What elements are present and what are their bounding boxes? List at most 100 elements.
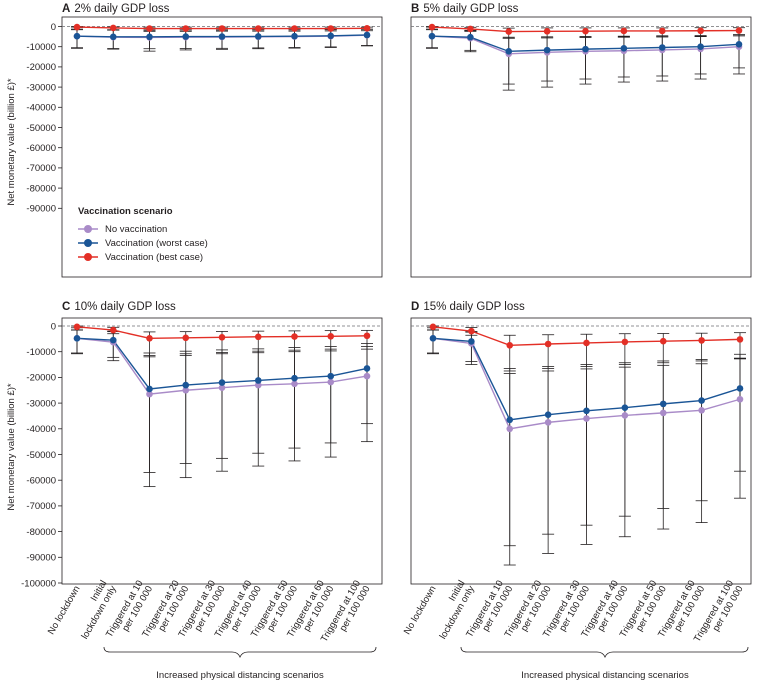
panel-c-y-tick-label-6: -60000 bbox=[26, 476, 56, 487]
panel-a-point-vaccination-best-case-4 bbox=[218, 25, 226, 32]
panel-d-point-vaccination-best-case-8 bbox=[736, 336, 744, 343]
panel-b-point-vaccination-best-case-4 bbox=[582, 27, 589, 35]
panel-d-point-no-vaccination-7 bbox=[698, 406, 705, 414]
panel-d-errorbar-vaccination-worst-case-3 bbox=[542, 366, 555, 535]
panel-d-point-vaccination-best-case-6 bbox=[659, 337, 667, 345]
panel-a-point-vaccination-worst-case-4 bbox=[218, 33, 226, 40]
panel-c-point-vaccination-worst-case-0 bbox=[73, 335, 81, 342]
panel-a-y-tick-label-2: -20000 bbox=[26, 62, 56, 73]
panel-d-errorbar-vaccination-worst-case-6 bbox=[657, 360, 670, 509]
panel-d: D 15% daily GDP loss No lockdown Initiallo… bbox=[402, 301, 752, 681]
panel-a-y-tick-label-8: -80000 bbox=[26, 183, 56, 194]
panel-b-point-vaccination-worst-case-6 bbox=[658, 44, 666, 51]
panel-b-point-vaccination-best-case-7 bbox=[697, 27, 704, 35]
panel-c-point-vaccination-best-case-6 bbox=[291, 333, 298, 340]
panel-d-point-no-vaccination-6 bbox=[659, 409, 667, 417]
panel-a-y-tick-label-7: -70000 bbox=[26, 163, 56, 174]
panel-b-title: 5% daily GDP loss bbox=[423, 3, 518, 15]
panel-c-errorbar-vaccination-worst-case-2 bbox=[143, 352, 156, 473]
panel-a-point-vaccination-best-case-1 bbox=[109, 24, 117, 32]
panel-c-y-tick-label-7: -70000 bbox=[26, 501, 56, 512]
panel-c-point-no-vaccination-5 bbox=[254, 381, 262, 389]
panel-c-y-tick-label-8: -80000 bbox=[26, 527, 56, 538]
panel-d-point-no-vaccination-5 bbox=[621, 412, 629, 419]
panel-b-point-vaccination-worst-case-1 bbox=[467, 33, 474, 41]
panel-a-point-vaccination-best-case-7 bbox=[327, 25, 335, 32]
panel-c-point-vaccination-worst-case-2 bbox=[146, 385, 153, 393]
panel-c-bracket-label: Increased physical distancing scenarios bbox=[156, 670, 324, 681]
panel-c-y-tick-label-0: 0 bbox=[51, 321, 56, 332]
panel-d-errorbar-vaccination-best-case-6 bbox=[657, 333, 670, 364]
panel-c-y-tick-label-1: -10000 bbox=[26, 347, 56, 358]
panel-d-point-no-vaccination-3 bbox=[544, 419, 552, 426]
panel-a-y-ticks: 0 -10000 -20000 -30000 -40000 -50000 -60000 -70… bbox=[26, 22, 62, 215]
panel-c-point-no-vaccination-2 bbox=[146, 390, 153, 398]
panel-c-errorbar-vaccination-worst-case-8 bbox=[361, 343, 373, 425]
panel-d-errorbar-vaccination-worst-case-7 bbox=[695, 359, 708, 502]
panel-c-point-vaccination-worst-case-7 bbox=[327, 372, 335, 380]
panel-a: A 2% daily GDP loss 0 -10000 -20000 -30000 -4… bbox=[26, 3, 383, 278]
panel-a-y-tick-label-3: -30000 bbox=[26, 82, 56, 93]
panel-c-y-tick-label-3: -30000 bbox=[26, 398, 56, 409]
panel-d-point-no-vaccination-2 bbox=[506, 425, 514, 433]
panel-a-y-tick-label-4: -40000 bbox=[26, 103, 56, 114]
panel-c-y-tick-label-9: -90000 bbox=[26, 553, 56, 564]
panel-d-x-ticks: No lockdown Initiallockdown onlyTriggered… bbox=[402, 579, 746, 645]
panel-c-y-ticks: 0 -10000 -20000 -30000 -40000 -50000 -60000 -70… bbox=[21, 321, 62, 589]
panel-a-point-vaccination-worst-case-3 bbox=[182, 33, 190, 40]
panel-c-point-vaccination-best-case-1 bbox=[109, 326, 117, 334]
panel-c-y-tick-label-5: -50000 bbox=[26, 450, 56, 461]
legend-entry-best-case: Vaccination (best case) bbox=[78, 252, 203, 263]
panel-d-point-vaccination-worst-case-1 bbox=[468, 338, 475, 345]
panel-b: B 5% daily GDP loss bbox=[410, 3, 752, 278]
panel-d-point-vaccination-worst-case-5 bbox=[621, 404, 629, 412]
panel-c-frame bbox=[61, 317, 383, 585]
legend-title: Vaccination scenario bbox=[78, 206, 173, 217]
panel-c: C 10% daily GDP loss 0 -10000 -20000 -30000 -… bbox=[21, 301, 383, 681]
y-axis-label-top: Net monetary value (billion £)* bbox=[6, 78, 17, 206]
panel-c-errorbar-vaccination-worst-case-5 bbox=[252, 348, 265, 454]
panel-d-point-vaccination-worst-case-0 bbox=[429, 335, 437, 342]
panel-c-point-vaccination-best-case-0 bbox=[73, 323, 81, 331]
panel-b-point-vaccination-worst-case-5 bbox=[620, 45, 628, 52]
legend-swatch-marker-best-case bbox=[84, 253, 92, 261]
legend: Vaccination scenario No vaccination Vacc… bbox=[78, 206, 208, 263]
panel-c-point-vaccination-worst-case-3 bbox=[182, 381, 190, 389]
legend-label-no-vaccination: No vaccination bbox=[105, 224, 167, 235]
panel-b-point-vaccination-best-case-5 bbox=[620, 27, 628, 35]
panel-c-point-vaccination-worst-case-4 bbox=[218, 379, 226, 386]
panel-b-point-vaccination-best-case-0 bbox=[428, 23, 436, 31]
legend-label-best-case: Vaccination (best case) bbox=[105, 252, 203, 263]
panel-d-errorbar-vaccination-worst-case-4 bbox=[580, 364, 593, 526]
panel-b-series bbox=[426, 23, 745, 91]
panel-b-point-vaccination-best-case-2 bbox=[505, 28, 513, 35]
panel-c-errorbar-vaccination-worst-case-4 bbox=[216, 349, 228, 459]
panel-d-point-vaccination-best-case-5 bbox=[621, 338, 629, 346]
panel-c-errorbar-vaccination-worst-case-6 bbox=[288, 347, 301, 449]
panel-c-y-tick-label-2: -20000 bbox=[26, 373, 56, 384]
panel-d-errorbar-vaccination-best-case-4 bbox=[580, 333, 593, 368]
panel-a-y-tick-label-9: -90000 bbox=[26, 204, 56, 215]
panel-b-frame bbox=[410, 16, 752, 278]
panel-c-point-vaccination-best-case-7 bbox=[327, 332, 335, 340]
panel-d-point-vaccination-best-case-0 bbox=[429, 323, 437, 331]
panel-d-x-tick-label-0: No lockdown bbox=[402, 584, 439, 637]
panel-d-point-vaccination-worst-case-4 bbox=[583, 407, 590, 415]
panel-c-errorbar-vaccination-worst-case-3 bbox=[179, 350, 192, 464]
panel-d-errorbar-vaccination-best-case-3 bbox=[542, 334, 555, 369]
panel-b-errorbar-vaccination-worst-case-2 bbox=[502, 36, 515, 85]
panel-d-errorbar-vaccination-best-case-2 bbox=[503, 334, 516, 372]
panel-a-title: 2% daily GDP loss bbox=[74, 3, 169, 15]
panel-b-errorbar-vaccination-worst-case-3 bbox=[541, 36, 554, 82]
panel-a-point-vaccination-best-case-6 bbox=[291, 25, 298, 32]
svg-text:D15% daily GDP loss: D 15% daily GDP loss bbox=[411, 301, 525, 313]
panel-b-errorbar-vaccination-worst-case-7 bbox=[694, 34, 707, 75]
panel-c-point-vaccination-worst-case-8 bbox=[363, 365, 371, 372]
panel-d-series bbox=[427, 323, 746, 566]
panel-c-x-tick-label-0: No lockdown bbox=[46, 584, 83, 637]
panel-d-frame bbox=[410, 317, 752, 585]
panel-b-letter: B bbox=[411, 3, 419, 15]
panel-a-point-vaccination-best-case-8 bbox=[363, 25, 371, 32]
legend-label-worst-case: Vaccination (worst case) bbox=[105, 238, 208, 249]
